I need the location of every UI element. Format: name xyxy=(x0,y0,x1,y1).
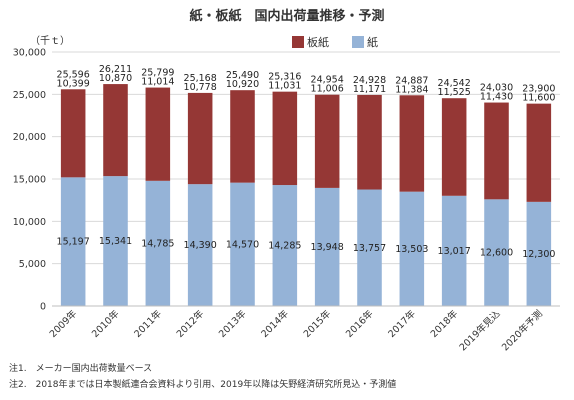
data-label-itagami: 11,525 xyxy=(438,87,471,98)
y-tick-label: 20,000 xyxy=(13,132,46,143)
data-label-kami: 15,341 xyxy=(99,236,132,247)
x-tick-label: 2019年見込 xyxy=(457,307,503,353)
bar-kami xyxy=(187,184,213,306)
bar-kami xyxy=(60,177,86,306)
bar-itagami xyxy=(399,95,425,192)
bar-kami xyxy=(145,180,171,306)
data-label-total: 24,887 xyxy=(395,75,428,86)
bar-itagami xyxy=(103,84,128,177)
bar-kami xyxy=(357,189,382,306)
bars xyxy=(60,84,552,306)
legend: 板紙 紙 xyxy=(292,35,378,49)
bar-itagami xyxy=(526,103,552,202)
data-label-kami: 13,017 xyxy=(438,246,471,257)
bar-kami xyxy=(103,176,128,306)
x-tick-label: 2012年 xyxy=(174,307,207,340)
x-tick-label: 2009年 xyxy=(47,307,80,340)
gridlines xyxy=(52,51,560,265)
x-tick-label: 2010年 xyxy=(89,307,122,340)
data-label-kami: 14,785 xyxy=(141,238,174,249)
data-label-total: 25,168 xyxy=(184,73,217,84)
bar-itagami xyxy=(357,94,382,190)
x-axis-ticks: 2009年 2010年 2011年 2012年 2013年 2014年 2015年 2016年… xyxy=(47,307,545,353)
y-tick-label: 15,000 xyxy=(13,175,46,186)
bar-itagami xyxy=(187,92,213,185)
data-label-total: 23,900 xyxy=(522,84,555,95)
bar-itagami xyxy=(314,94,340,188)
bar-itagami xyxy=(484,102,509,200)
x-tick-label: 2020年予測 xyxy=(499,308,545,354)
x-tick-label: 2017年 xyxy=(386,307,419,340)
legend-swatch-kami xyxy=(352,36,364,48)
data-label-itagami: 10,920 xyxy=(226,79,259,90)
legend-swatch-itagami xyxy=(292,36,304,48)
bar-kami xyxy=(399,191,425,306)
x-tick-label: 2013年 xyxy=(216,307,249,340)
x-tick-label: 2015年 xyxy=(301,307,334,340)
y-tick-label: 0 xyxy=(40,302,46,313)
footnote-2: 注2. 2018年までは日本製紙連合会資料より引用、2019年以降は矢野経済研究… xyxy=(9,380,397,390)
x-tick-label: 2011年 xyxy=(132,307,165,340)
data-label-total: 24,542 xyxy=(438,78,471,89)
data-label-itagami: 11,600 xyxy=(522,93,555,104)
y-tick-label: 25,000 xyxy=(13,90,46,101)
data-label-total: 24,954 xyxy=(311,75,344,86)
data-label-kami: 14,285 xyxy=(268,241,301,252)
y-axis-unit: （千ｔ） xyxy=(30,35,70,47)
footnote-1: 注1. メーカー国内出荷数量ベース xyxy=(9,364,153,374)
x-tick-label: 2014年 xyxy=(259,307,292,340)
bar-kami xyxy=(230,182,255,306)
data-label-itagami: 10,870 xyxy=(99,73,132,84)
data-label-itagami: 10,778 xyxy=(184,82,217,93)
bar-itagami xyxy=(230,90,255,183)
chart: 紙・板紙 国内出荷量推移・予測 （千ｔ） 板紙 紙 0 5,000 10,000 15… xyxy=(13,8,560,353)
bar-itagami xyxy=(60,89,86,178)
data-label-itagami: 11,031 xyxy=(268,81,301,92)
legend-label-itagami: 板紙 xyxy=(307,35,329,49)
bar-kami xyxy=(314,187,340,306)
data-label-total: 25,596 xyxy=(57,69,90,80)
y-tick-label: 30,000 xyxy=(13,48,46,59)
bar-kami xyxy=(484,199,509,306)
legend-label-kami: 紙 xyxy=(367,35,378,49)
data-label-kami: 13,757 xyxy=(353,243,386,254)
data-label-kami: 15,197 xyxy=(57,237,90,248)
data-label-itagami: 11,384 xyxy=(395,84,428,95)
footnotes: 注1. メーカー国内出荷数量ベース 注2. 2018年までは日本製紙連合会資料よ… xyxy=(9,361,396,393)
data-label-total: 24,030 xyxy=(480,83,513,94)
bar-kami xyxy=(526,201,552,306)
y-tick-label: 5,000 xyxy=(19,259,46,270)
data-label-total: 26,211 xyxy=(99,64,132,75)
data-label-kami: 13,503 xyxy=(395,244,428,255)
data-label-itagami: 11,171 xyxy=(353,84,386,95)
y-axis-ticks: 0 5,000 10,000 15,000 20,000 25,000 30,000 xyxy=(13,48,46,313)
x-tick-label: 2018年 xyxy=(428,307,461,340)
data-label-total: 25,490 xyxy=(226,70,259,81)
data-label-itagami: 11,014 xyxy=(141,77,174,88)
data-label-total: 25,316 xyxy=(268,72,301,83)
bar-kami xyxy=(441,195,467,306)
y-tick-label: 10,000 xyxy=(13,217,46,228)
data-label-total: 25,799 xyxy=(141,68,174,79)
bar-kami xyxy=(272,185,298,306)
data-label-kami: 13,948 xyxy=(311,242,344,253)
bar-itagami xyxy=(272,91,298,186)
data-label-kami: 14,570 xyxy=(226,239,259,250)
data-label-kami: 12,600 xyxy=(480,248,513,259)
data-label-kami: 14,390 xyxy=(184,240,217,251)
data-label-itagami: 11,006 xyxy=(311,84,344,95)
data-label-itagami: 11,430 xyxy=(480,92,513,103)
bar-itagami xyxy=(145,87,171,181)
chart-title: 紙・板紙 国内出荷量推移・予測 xyxy=(189,8,384,24)
data-label-itagami: 10,399 xyxy=(57,78,90,89)
data-label-kami: 12,300 xyxy=(522,249,555,260)
bar-itagami xyxy=(441,98,467,196)
x-tick-label: 2016年 xyxy=(343,307,376,340)
data-label-total: 24,928 xyxy=(353,75,386,86)
